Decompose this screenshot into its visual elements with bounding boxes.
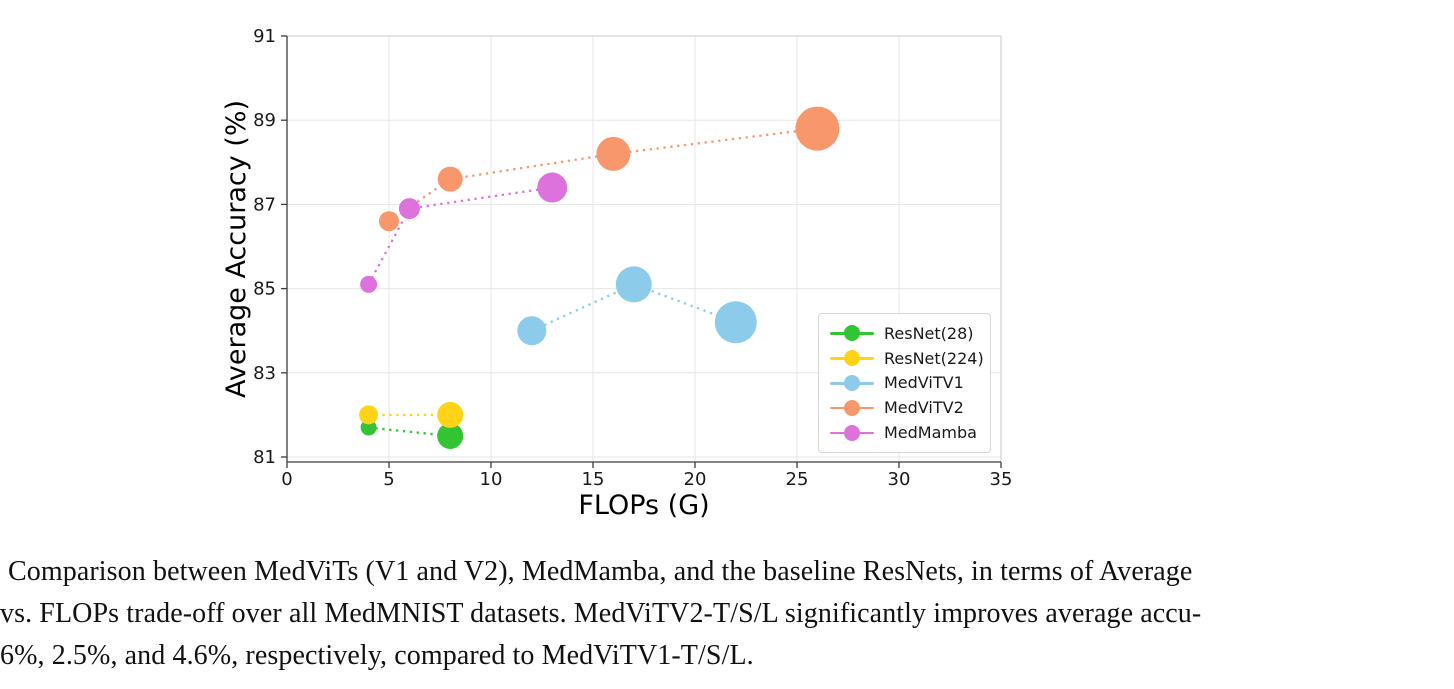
legend-item-resnet-28-: ResNet(28) bbox=[829, 321, 980, 346]
x-tick-label: 15 bbox=[582, 469, 605, 490]
legend-item-medvitv2: MedViTV2 bbox=[829, 395, 980, 420]
x-tick-label: 20 bbox=[684, 469, 707, 490]
legend-dot bbox=[844, 424, 860, 441]
x-tick-label: 5 bbox=[383, 469, 394, 490]
data-point-MedViTV1 bbox=[615, 266, 652, 303]
x-axis-label: FLOPs (G) bbox=[578, 490, 709, 521]
legend-marker-icon bbox=[829, 399, 875, 416]
data-point-ResNet(224) bbox=[437, 401, 464, 428]
x-tick-label: 35 bbox=[990, 469, 1013, 490]
x-tick-label: 10 bbox=[480, 469, 503, 490]
legend-label: MedViTV2 bbox=[884, 398, 964, 418]
x-tick-label: 25 bbox=[786, 469, 809, 490]
legend-dot bbox=[844, 399, 860, 416]
caption-line-3: 6%, 2.5%, and 4.6%, respectively, compar… bbox=[0, 640, 754, 671]
y-tick-label: 81 bbox=[253, 447, 276, 468]
data-point-MedViTV1 bbox=[517, 316, 547, 346]
data-point-MedMamba bbox=[398, 198, 420, 220]
data-point-MedMamba bbox=[360, 275, 378, 293]
data-point-MedViTV2 bbox=[379, 211, 399, 232]
legend-label: MedViTV1 bbox=[884, 373, 964, 393]
data-point-ResNet(28) bbox=[437, 422, 464, 449]
legend-item-resnet-224-: ResNet(224) bbox=[829, 346, 984, 371]
legend-label: ResNet(224) bbox=[884, 348, 984, 368]
y-tick-label: 85 bbox=[253, 279, 276, 300]
accuracy-vs-flops-chart: 0 5 10 15 20 25 30 35 81 83 85 87 89 91 FLOPs (G) Avera… bbox=[221, 26, 1013, 521]
legend-dot bbox=[844, 374, 860, 391]
y-tick-label: 91 bbox=[253, 26, 276, 47]
y-tick-label: 87 bbox=[253, 194, 276, 215]
caption-line-2: vs. FLOPs trade-off over all MedMNIST da… bbox=[0, 598, 1202, 629]
legend-dot bbox=[844, 350, 860, 367]
legend-marker-icon bbox=[829, 424, 875, 441]
legend-marker-icon bbox=[829, 374, 875, 391]
y-tick-label: 89 bbox=[253, 110, 276, 131]
figure-caption: Comparison between MedViTs (V1 and V2), … bbox=[0, 551, 1454, 677]
legend-item-medmamba: MedMamba bbox=[829, 420, 980, 445]
legend-label: ResNet(28) bbox=[884, 323, 974, 343]
legend-label: MedMamba bbox=[884, 423, 977, 443]
data-point-MedMamba bbox=[537, 172, 568, 203]
y-axis-label: Average Accuracy (%) bbox=[221, 100, 252, 398]
y-tick-label: 83 bbox=[253, 363, 276, 384]
data-point-MedViTV2 bbox=[596, 136, 631, 171]
legend-item-medvitv1: MedViTV1 bbox=[829, 371, 980, 396]
data-point-MedViTV2 bbox=[795, 106, 840, 151]
legend-marker-icon bbox=[829, 350, 875, 367]
legend: ResNet(28) ResNet(224) MedViTV1 MedViTV2 Med… bbox=[818, 313, 991, 453]
legend-marker-icon bbox=[829, 325, 875, 342]
legend-dot bbox=[844, 325, 860, 342]
data-point-ResNet(28) bbox=[360, 419, 377, 436]
x-tick-label: 0 bbox=[281, 469, 292, 490]
caption-line-1: Comparison between MedViTs (V1 and V2), … bbox=[8, 556, 1193, 587]
data-point-MedViTV1 bbox=[714, 301, 757, 344]
x-tick-label: 30 bbox=[888, 469, 911, 490]
data-point-ResNet(224) bbox=[359, 405, 379, 425]
data-point-MedViTV2 bbox=[437, 166, 463, 192]
series-line-MedMamba bbox=[367, 186, 553, 285]
